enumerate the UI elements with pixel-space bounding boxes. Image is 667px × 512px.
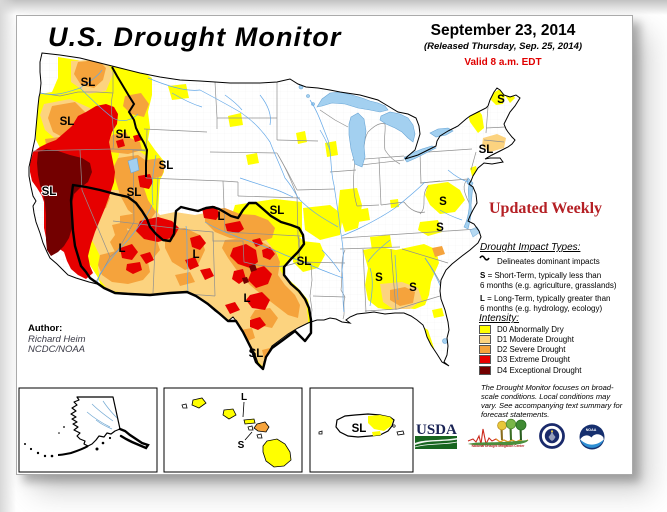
svg-text:S: S [409, 282, 417, 294]
svg-text:S: S [497, 94, 505, 106]
svg-text:L: L [241, 392, 247, 403]
svg-text:L: L [192, 249, 199, 261]
svg-text:S: S [238, 440, 245, 451]
svg-text:SL: SL [249, 348, 264, 360]
svg-text:SL: SL [159, 160, 174, 172]
svg-text:USDA: USDA [416, 422, 457, 438]
svg-text:SL: SL [42, 186, 57, 198]
svg-text:S: S [375, 272, 383, 284]
svg-text:SL: SL [352, 423, 367, 435]
svg-text:L: L [217, 211, 224, 223]
svg-text:L: L [118, 243, 125, 255]
svg-text:SL: SL [116, 129, 131, 141]
svg-text:L: L [243, 293, 250, 305]
svg-text:SL: SL [127, 187, 142, 199]
svg-text:SL: SL [270, 205, 285, 217]
svg-text:NOAA: NOAA [586, 428, 597, 432]
svg-text:SL: SL [81, 77, 96, 89]
svg-text:SL: SL [297, 256, 312, 268]
svg-text:SL: SL [60, 116, 75, 128]
svg-text:S: S [439, 196, 447, 208]
svg-text:National Drought Mitigation Ce: National Drought Mitigation Center [472, 444, 526, 448]
svg-text:S: S [436, 222, 444, 234]
svg-text:SL: SL [479, 144, 494, 156]
